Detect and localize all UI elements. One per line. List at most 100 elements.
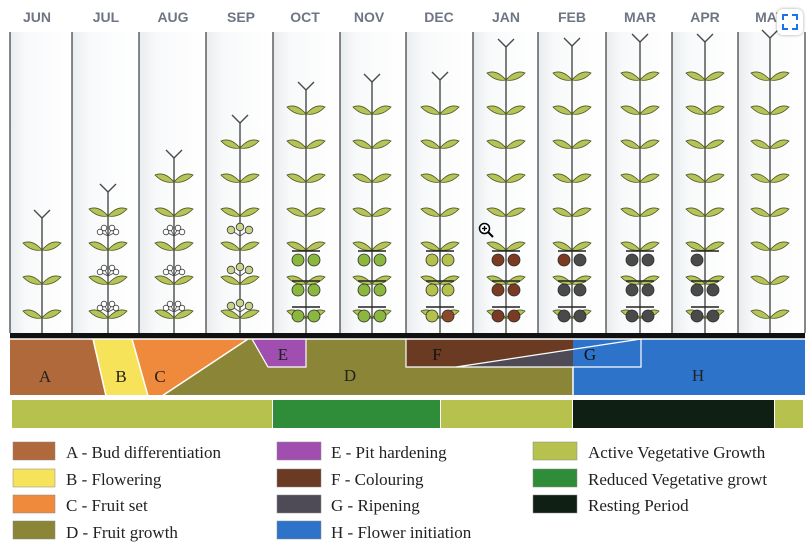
month-label: DEC [424,9,454,25]
leaf [639,207,660,217]
flower [112,228,120,236]
month-label: OCT [290,9,320,25]
phase-h-overlap [573,339,805,396]
leaf [88,275,109,285]
ground-line [10,333,805,339]
month-label: JUL [93,9,120,25]
legend-label: Active Vegetative Growth [588,443,766,462]
flower [226,265,236,275]
leaf [239,207,260,217]
leaf [620,173,641,183]
leaf [173,241,194,251]
flower [162,304,170,312]
leaf [704,105,725,115]
legend-item: A - Bud differentiation [12,441,222,462]
fruit [291,283,305,297]
leaf [704,241,725,251]
flower [166,300,174,308]
fruit [373,253,387,267]
leaf [620,139,641,149]
leaf [639,71,660,81]
fruit [357,283,371,297]
phase-a-region [10,339,106,396]
veg-reduced-segment [273,400,440,428]
leaf [552,71,573,81]
leaf [154,173,175,183]
legend-item: C - Fruit set [12,494,148,515]
flower [100,224,108,232]
fruit [307,309,321,323]
fruit [291,309,305,323]
leaf [107,309,128,319]
fruit [441,283,455,297]
leaf [22,309,43,319]
fruit [357,253,371,267]
flower [174,300,182,308]
legend-item: F - Colouring [276,468,424,489]
shoot [154,149,194,333]
phase-b-region [93,339,148,396]
fruit [690,253,704,267]
leaf [769,71,790,81]
fruit [491,253,505,267]
leaf [750,309,771,319]
leaf [352,207,373,217]
leaf [571,241,592,251]
leaf [154,275,175,285]
leaf [352,139,373,149]
flower [226,301,236,311]
flower [108,300,116,308]
phase-c-region [132,339,248,396]
expand-icon [782,14,798,30]
fruit [573,253,587,267]
leaf [505,71,526,81]
leaf [22,241,43,251]
fruit [573,283,587,297]
legend-label: Resting Period [588,496,689,515]
legend: A - Bud differentiation B - Flowering C … [12,441,767,542]
phase-e-region [252,339,306,367]
expand-button[interactable] [777,9,803,35]
flower [166,224,174,232]
fruit [307,283,321,297]
leaf [704,173,725,183]
leaf [239,309,260,319]
leaf [420,207,441,217]
fruit [291,253,305,267]
month-label: FEB [558,9,586,25]
legend-label: E - Pit hardening [331,443,447,462]
fruit [690,283,704,297]
leaf [552,173,573,183]
fruit [706,283,720,297]
flower [112,304,120,312]
legend-item: B - Flowering [12,468,162,489]
shoot-growth-illustration [22,29,790,333]
leaf [305,105,326,115]
month-label: JUN [23,9,51,25]
fruit [557,253,571,267]
fruit [425,253,439,267]
leaf [220,173,241,183]
month-column [10,32,72,333]
month-label: MAR [624,9,656,25]
flower [96,268,104,276]
leaf [173,275,194,285]
leaf [22,275,43,285]
leaf [88,241,109,251]
legend-label: H - Flower initiation [331,523,472,542]
flower [235,222,245,232]
leaf [750,105,771,115]
legend-label: D - Fruit growth [66,523,178,542]
leaf [305,173,326,183]
leaf [107,207,128,217]
leaf [154,207,175,217]
month-label: AUG [157,9,188,25]
leaf [750,241,771,251]
leaf [220,275,241,285]
leaf [420,241,441,251]
legend-label: B - Flowering [66,470,162,489]
leaf [505,207,526,217]
leaf [88,309,109,319]
leaf [639,139,660,149]
leaf [352,241,373,251]
